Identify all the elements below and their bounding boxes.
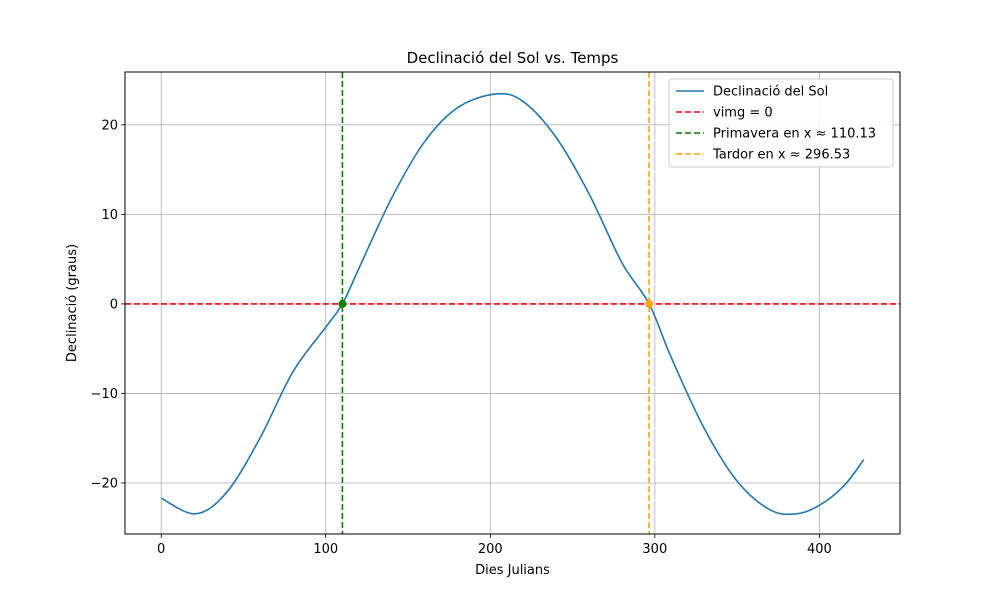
plot-frame bbox=[124, 71, 901, 535]
x-tick-label: 100 bbox=[313, 542, 338, 557]
declination-series-line bbox=[160, 92, 865, 516]
legend-box bbox=[668, 78, 894, 168]
axis-ticks: 0 100 200 300 400 −20 −10 0 10 20 bbox=[91, 118, 832, 557]
x-axis-label: Dies Julians bbox=[475, 563, 550, 578]
legend-label: Primavera en x ≈ 110.13 bbox=[713, 127, 876, 142]
markers bbox=[338, 299, 654, 308]
y-tick-label: 0 bbox=[110, 297, 118, 312]
x-tick-label: 300 bbox=[642, 542, 667, 557]
y-tick-label: −10 bbox=[91, 387, 118, 402]
y-tick-label: 10 bbox=[101, 208, 118, 223]
legend-label: Tardor en x ≈ 296.53 bbox=[712, 148, 850, 163]
chart-title: Declinació del Sol vs. Temps bbox=[407, 49, 619, 67]
legend-label: vimg = 0 bbox=[713, 106, 773, 121]
y-axis-label: Declinació (graus) bbox=[65, 244, 80, 362]
x-tick-label: 400 bbox=[807, 542, 832, 557]
equinox-point bbox=[338, 299, 347, 308]
y-tick-label: −20 bbox=[91, 476, 118, 491]
x-tick-label: 0 bbox=[157, 542, 165, 557]
legend-label: Declinació del Sol bbox=[713, 85, 828, 100]
series bbox=[160, 92, 865, 516]
legend: Declinació del Sol vimg = 0 Primavera en x… bbox=[668, 78, 894, 168]
y-tick-label: 20 bbox=[101, 118, 118, 133]
x-tick-label: 200 bbox=[478, 542, 503, 557]
equinox-point bbox=[645, 299, 654, 308]
